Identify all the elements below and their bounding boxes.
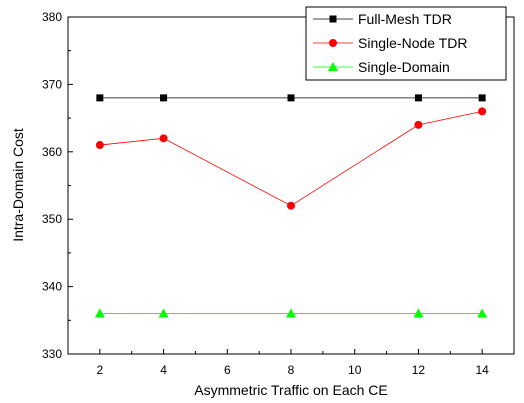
y-tick-label: 350 bbox=[42, 212, 62, 226]
legend-label: Full-Mesh TDR bbox=[358, 11, 452, 27]
data-point bbox=[95, 141, 104, 150]
legend-label: Single-Node TDR bbox=[358, 35, 467, 51]
x-tick-label: 4 bbox=[160, 363, 167, 377]
x-tick-label: 12 bbox=[412, 363, 426, 377]
x-tick-label: 14 bbox=[475, 363, 489, 377]
data-point bbox=[414, 94, 422, 102]
series-full-mesh-tdr bbox=[96, 94, 486, 102]
x-axis-ticks: 2 4 6 8 10 12 14 bbox=[67, 349, 515, 377]
legend-marker bbox=[329, 39, 337, 47]
legend: Full-Mesh TDR Single-Node TDR Single-Domai… bbox=[305, 6, 507, 81]
x-axis-title: Asymmetric Traffic on Each CE bbox=[194, 382, 387, 398]
x-tick-label: 6 bbox=[224, 363, 231, 377]
y-tick-label: 380 bbox=[42, 10, 62, 24]
y-tick-label: 340 bbox=[42, 280, 62, 294]
y-tick-label: 360 bbox=[42, 145, 62, 159]
data-point bbox=[413, 308, 424, 318]
y-axis-title: Intra-Domain Cost bbox=[10, 128, 26, 242]
legend-marker bbox=[328, 62, 338, 71]
y-tick-label: 370 bbox=[42, 77, 62, 91]
data-point bbox=[478, 94, 486, 102]
data-point bbox=[287, 94, 295, 102]
data-point bbox=[286, 308, 296, 318]
data-point bbox=[478, 107, 487, 116]
data-point bbox=[414, 120, 423, 129]
x-tick-label: 8 bbox=[288, 363, 295, 377]
x-tick-label: 10 bbox=[348, 363, 362, 377]
y-tick-label: 330 bbox=[42, 347, 62, 361]
y-axis-ticks: 330 340 350 360 370 380 bbox=[42, 10, 73, 361]
legend-label: Single-Domain bbox=[358, 59, 450, 75]
series-single-node-tdr bbox=[95, 107, 487, 210]
data-point bbox=[94, 308, 105, 318]
series-single-domain bbox=[94, 308, 488, 318]
data-point bbox=[477, 308, 488, 318]
data-point bbox=[158, 308, 169, 318]
series-group bbox=[94, 94, 488, 318]
x-tick-label: 2 bbox=[97, 363, 104, 377]
data-point bbox=[96, 94, 104, 102]
legend-marker bbox=[329, 15, 337, 23]
data-point bbox=[160, 94, 168, 102]
data-point bbox=[159, 134, 168, 143]
data-point bbox=[287, 201, 295, 210]
